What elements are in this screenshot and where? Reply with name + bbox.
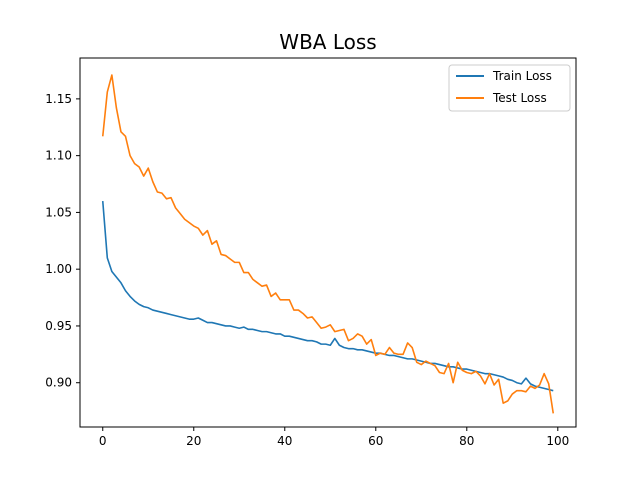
x-tick-label: 60 (368, 434, 383, 448)
legend-label-train: Train Loss (492, 69, 552, 83)
axes-frame (79, 57, 577, 428)
x-axis-ticks: 0 20 40 60 80 100 (99, 427, 569, 448)
x-tick-label: 100 (546, 434, 569, 448)
x-tick-label: 20 (186, 434, 201, 448)
y-tick-label: 1.15 (45, 92, 72, 106)
y-tick-label: 0.95 (45, 319, 72, 333)
plot-area: 0 20 40 60 80 100 0.90 0.95 1.00 1.05 1.10 1.15 (45, 57, 577, 448)
x-tick-label: 0 (99, 434, 107, 448)
y-axis-ticks: 0.90 0.95 1.00 1.05 1.10 1.15 (45, 92, 80, 390)
chart-title: WBA Loss (279, 30, 376, 54)
y-tick-label: 1.10 (45, 149, 72, 163)
series-line-test (101, 74, 555, 414)
y-tick-label: 1.00 (45, 262, 72, 276)
legend-label-test: Test Loss (492, 91, 547, 105)
series-line-train (101, 200, 554, 392)
series-layer (101, 74, 555, 414)
x-tick-label: 40 (277, 434, 292, 448)
x-tick-label: 80 (459, 434, 474, 448)
y-tick-label: 0.90 (45, 376, 72, 390)
y-tick-label: 1.05 (45, 205, 72, 219)
legend: Train Loss Test Loss (448, 64, 571, 112)
